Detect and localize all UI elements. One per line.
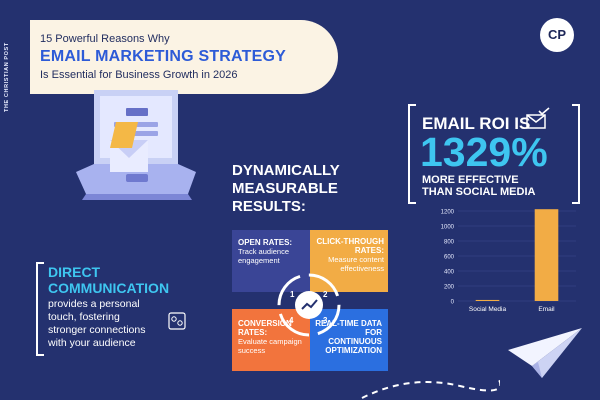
- wheel-number-3: 3: [323, 316, 328, 325]
- dashed-flight-path: [361, 377, 500, 399]
- roi-bracket-left: [408, 104, 416, 204]
- y-tick-label: 800: [444, 240, 455, 246]
- direct-heading: DIRECT COMMUNICATION: [48, 264, 169, 296]
- direct-heading-line-1: DIRECT: [48, 264, 101, 280]
- roi-caption-line-2: THAN SOCIAL MEDIA: [422, 186, 536, 198]
- y-tick-label: 1200: [441, 210, 455, 216]
- y-tick-label: 0: [451, 300, 455, 306]
- bar-email: [534, 209, 559, 301]
- direct-body-line-3: stronger connections: [48, 324, 146, 336]
- roi-bracket-right: [572, 104, 580, 204]
- chat-bubbles-icon: [168, 312, 186, 330]
- roi-value: 1329%: [420, 129, 548, 175]
- direct-heading-line-2: COMMUNICATION: [48, 280, 170, 296]
- roi-block: EMAIL ROI IS 1329% MORE EFFECTIVE THAN S…: [408, 104, 580, 204]
- envelope-check-icon: [526, 107, 550, 129]
- quadrant-sub: Track audience engagement: [238, 247, 289, 265]
- quadrant-heading: OPEN RATES:: [238, 238, 293, 247]
- title-line-1: 15 Powerful Reasons Why: [40, 33, 170, 45]
- quadrant-click-through: CLICK-THROUGH RATES: Measure content eff…: [310, 230, 388, 292]
- roi-caption: MORE EFFECTIVE THAN SOCIAL MEDIA: [422, 174, 535, 198]
- dynamic-heading-line-3: RESULTS:: [232, 198, 306, 215]
- roi-caption-line-1: MORE EFFECTIVE: [422, 174, 519, 186]
- vertical-brand: THE CHRISTIAN POST: [4, 22, 14, 112]
- wheel-number-4: 4: [289, 316, 294, 325]
- direct-body: provides a personal touch, fostering str…: [48, 298, 145, 350]
- wheel-number-2: 2: [323, 290, 328, 299]
- y-tick-label: 400: [444, 270, 455, 276]
- quadrant-sub: Measure content effectiveness: [328, 255, 384, 273]
- quadrant-open-rates: OPEN RATES: Track audience engagement: [232, 230, 310, 292]
- vertical-brand-text: THE CHRISTIAN POST: [4, 42, 10, 112]
- paper-plane-icon: [508, 328, 582, 378]
- bar-social-media: [475, 299, 500, 301]
- direct-body-line-2: touch, fostering: [48, 311, 120, 323]
- dynamic-heading: DYNAMICALLY MEASURABLE RESULTS:: [232, 162, 340, 216]
- x-tick-label: Email: [538, 306, 555, 313]
- title-line-3: Is Essential for Business Growth in 2026: [40, 69, 238, 81]
- direct-bracket: [36, 262, 44, 356]
- dynamic-heading-line-1: DYNAMICALLY: [232, 162, 340, 179]
- quadrant-sub: Evaluate campaign success: [238, 337, 302, 355]
- quadrant-heading: REAL-TIME DATA FOR CONTINUOUS OPTIMIZATI…: [315, 319, 382, 355]
- direct-communication-block: DIRECT COMMUNICATION provides a personal…: [36, 262, 194, 356]
- direct-body-line-1: provides a personal: [48, 298, 140, 310]
- y-tick-label: 600: [444, 255, 455, 261]
- roi-label: EMAIL ROI IS: [422, 114, 531, 133]
- title-card: 15 Powerful Reasons Why EMAIL MARKETING …: [30, 20, 338, 94]
- dynamic-heading-line-2: MEASURABLE: [232, 180, 338, 197]
- y-tick-label: 1000: [441, 225, 455, 231]
- quadrant-heading: CONVERSION RATES:: [238, 319, 292, 337]
- quadrant-real-time: REAL-TIME DATA FOR CONTINUOUS OPTIMIZATI…: [310, 309, 388, 371]
- cp-logo-icon: CP: [540, 18, 574, 52]
- quadrant-heading: CLICK-THROUGH RATES:: [316, 237, 384, 255]
- roi-bar-chart: 0 200 400 600 800 1000 1200 Social Media Email: [441, 209, 576, 313]
- cycle-wheel-icon: 1 2 3 4: [277, 273, 341, 337]
- direct-body-line-4: with your audience: [48, 337, 136, 349]
- quadrant-conversion: CONVERSION RATES: Evaluate campaign succ…: [232, 309, 310, 371]
- x-tick-label: Social Media: [469, 306, 507, 313]
- y-tick-label: 200: [444, 285, 455, 291]
- laptop-email-icon: [76, 90, 196, 200]
- wheel-number-1: 1: [290, 290, 295, 299]
- title-line-2: EMAIL MARKETING STRATEGY: [40, 48, 286, 65]
